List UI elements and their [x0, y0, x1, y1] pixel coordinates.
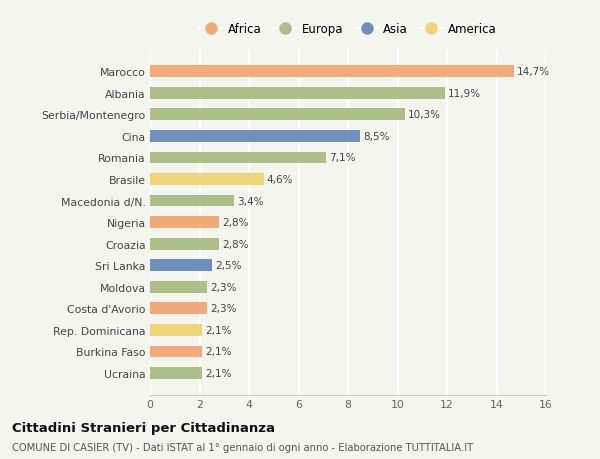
- Bar: [150, 367, 202, 379]
- Text: 2,3%: 2,3%: [210, 282, 236, 292]
- Bar: [150, 88, 445, 100]
- Text: 2,1%: 2,1%: [205, 368, 232, 378]
- Text: 8,5%: 8,5%: [364, 132, 390, 141]
- Text: 11,9%: 11,9%: [448, 89, 481, 99]
- Text: 14,7%: 14,7%: [517, 67, 550, 77]
- Bar: [150, 174, 264, 185]
- Bar: [150, 217, 220, 229]
- Text: 2,1%: 2,1%: [205, 325, 232, 335]
- Bar: [150, 324, 202, 336]
- Text: COMUNE DI CASIER (TV) - Dati ISTAT al 1° gennaio di ogni anno - Elaborazione TUT: COMUNE DI CASIER (TV) - Dati ISTAT al 1°…: [12, 442, 473, 452]
- Bar: [150, 109, 405, 121]
- Text: 2,3%: 2,3%: [210, 304, 236, 313]
- Bar: [150, 346, 202, 358]
- Text: 7,1%: 7,1%: [329, 153, 355, 163]
- Text: 2,1%: 2,1%: [205, 347, 232, 357]
- Bar: [150, 66, 514, 78]
- Text: Cittadini Stranieri per Cittadinanza: Cittadini Stranieri per Cittadinanza: [12, 421, 275, 434]
- Legend: Africa, Europa, Asia, America: Africa, Europa, Asia, America: [194, 18, 502, 41]
- Bar: [150, 260, 212, 272]
- Text: 2,8%: 2,8%: [222, 218, 249, 228]
- Bar: [150, 152, 326, 164]
- Bar: [150, 303, 207, 314]
- Bar: [150, 281, 207, 293]
- Text: 4,6%: 4,6%: [267, 174, 293, 185]
- Text: 3,4%: 3,4%: [237, 196, 263, 206]
- Bar: [150, 131, 361, 142]
- Text: 2,5%: 2,5%: [215, 261, 241, 271]
- Text: 10,3%: 10,3%: [408, 110, 441, 120]
- Text: 2,8%: 2,8%: [222, 239, 249, 249]
- Bar: [150, 195, 234, 207]
- Bar: [150, 238, 220, 250]
